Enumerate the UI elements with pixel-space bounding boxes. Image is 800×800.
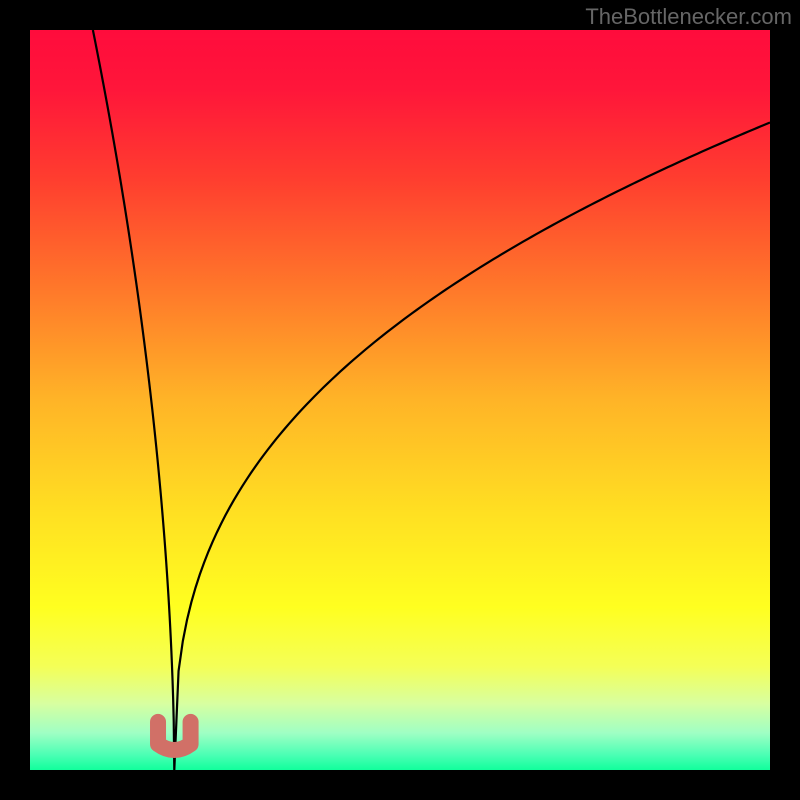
watermark-text: TheBottlenecker.com [585, 4, 792, 30]
chart-outer: TheBottlenecker.com [0, 0, 800, 800]
plot-background [30, 30, 770, 770]
bottleneck-chart [0, 0, 800, 800]
